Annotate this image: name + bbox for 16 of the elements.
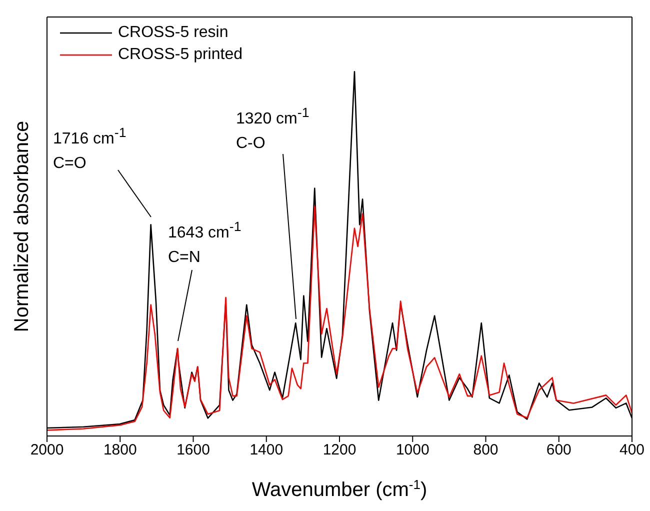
text: 1320 cm$^{-1}$ C-O [236,105,310,152]
legend-label: CROSS-5 printed [118,45,242,65]
x-tick-label: 1600 [176,442,210,459]
x-tick-label: 1400 [250,442,284,459]
x-axis-title: Wavenumber (cm$^{-1}$) [252,476,428,501]
text: 1716 cm$^{-1}$ C=O [53,125,126,172]
x-tick-label: 800 [473,442,498,459]
x-tick-label: 2000 [30,442,64,459]
x-tick-label: 600 [546,442,572,459]
x-tick-label: 1800 [103,442,137,459]
x-tick-label: 400 [619,442,645,459]
text: 1643 cm$^{-1}$ C=N [168,219,242,266]
x-tick-label: 1000 [396,442,430,459]
x-tick-label: 1200 [322,442,356,459]
y-axis-title: Normalized absorbance [11,120,33,332]
legend-label: CROSS-5 resin [118,23,228,43]
